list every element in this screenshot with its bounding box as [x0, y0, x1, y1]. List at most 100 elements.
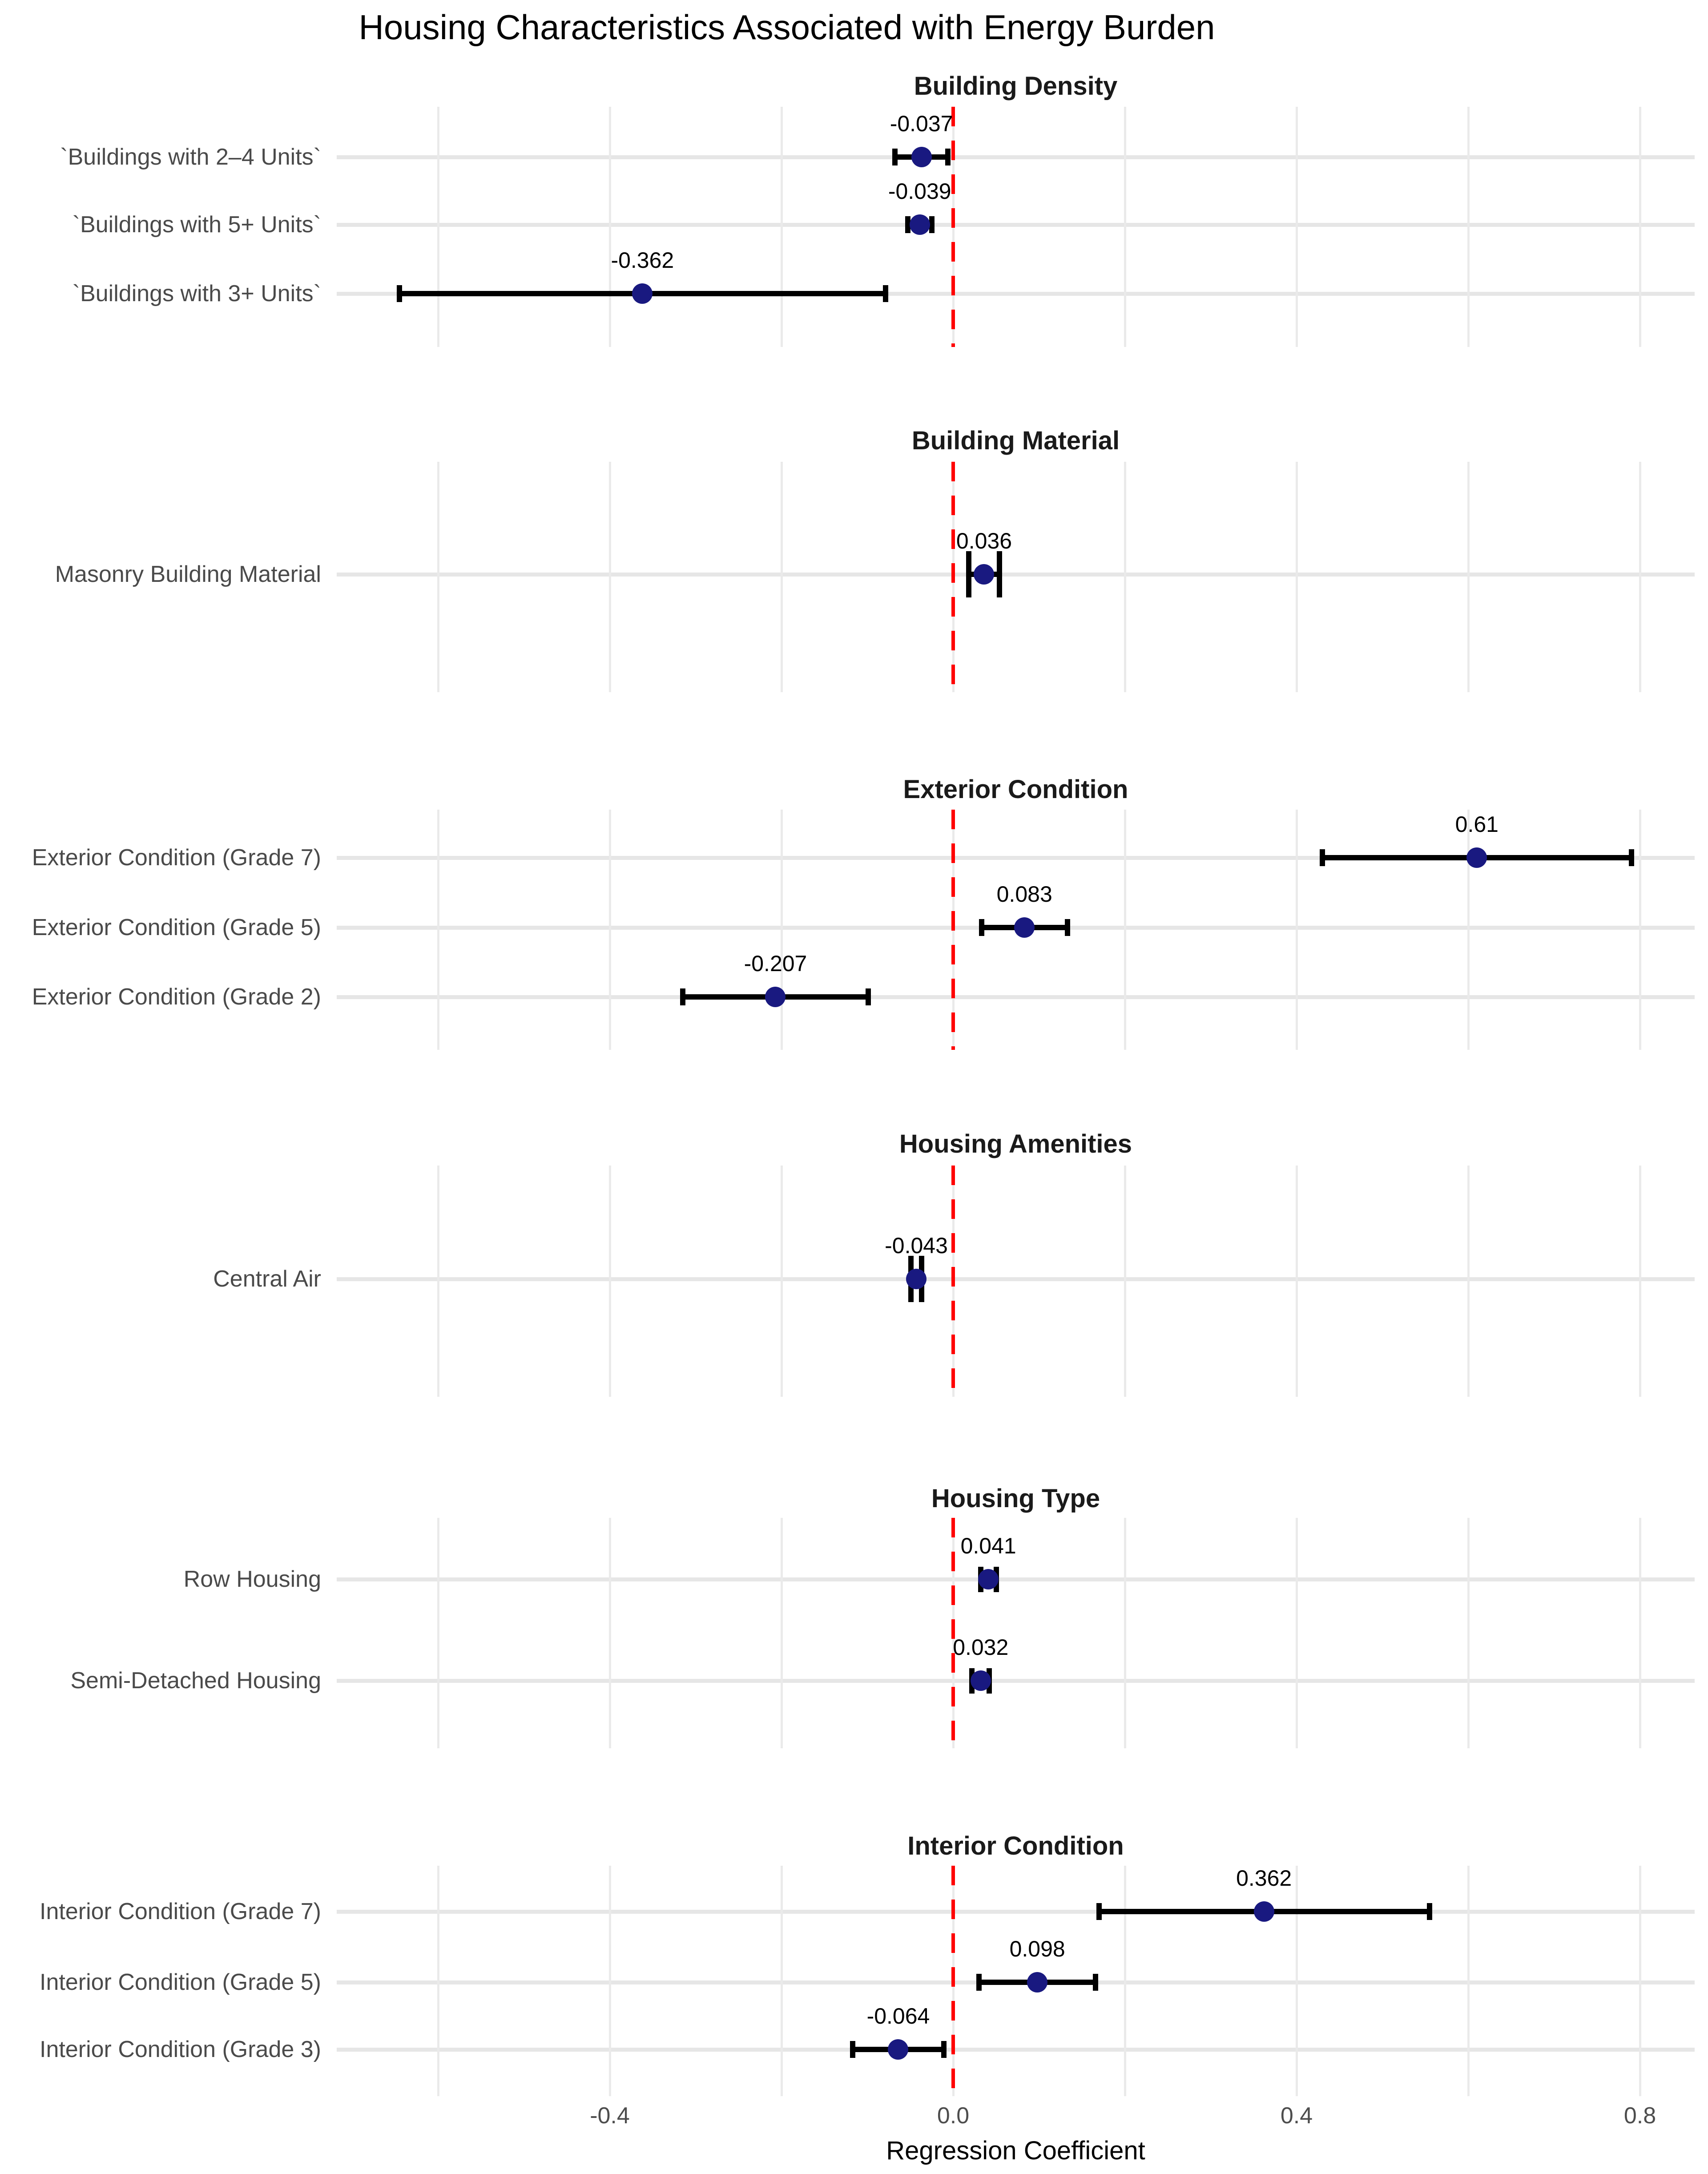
- facet-strip-title: Building Material: [911, 426, 1120, 455]
- x-tick-label: 0.0: [937, 2103, 970, 2129]
- x-tick-label: 0.8: [1623, 2103, 1656, 2129]
- x-gridline: [1124, 1518, 1126, 1748]
- x-gridline: [609, 1166, 611, 1397]
- row-gridline: [337, 1910, 1695, 1914]
- error-bar-cap-low: [680, 988, 686, 1005]
- facet-strip-title: Building Density: [914, 72, 1118, 101]
- row-label: Exterior Condition (Grade 5): [32, 915, 321, 940]
- row-label: `Buildings with 5+ Units`: [72, 212, 321, 238]
- x-gridline: [609, 810, 611, 1050]
- x-gridline: [781, 810, 783, 1050]
- x-gridline: [1124, 1166, 1126, 1397]
- zero-reference-line: [951, 810, 955, 1050]
- error-bar-cap-high: [941, 2041, 947, 2058]
- x-gridline: [781, 1166, 783, 1397]
- estimate-value-label: 0.041: [960, 1533, 1016, 1558]
- x-gridline: [1467, 107, 1470, 347]
- error-bar-cap-high: [929, 216, 935, 233]
- error-bar-cap-high: [865, 988, 871, 1005]
- estimate-value-label: 0.036: [956, 528, 1012, 553]
- x-axis-title: Regression Coefficient: [886, 2136, 1145, 2165]
- row-gridline: [337, 223, 1695, 227]
- facet-strip-title: Housing Type: [931, 1484, 1100, 1513]
- facet-panel: [337, 1518, 1695, 1748]
- estimate-point: [765, 987, 786, 1007]
- x-gridline: [1467, 1866, 1470, 2096]
- zero-reference-line: [951, 1866, 955, 2096]
- facet-panel: [337, 810, 1695, 1050]
- x-gridline: [1296, 107, 1298, 347]
- x-gridline: [1639, 1166, 1641, 1397]
- row-gridline: [337, 155, 1695, 159]
- row-gridline: [337, 292, 1695, 296]
- x-gridline: [1467, 810, 1470, 1050]
- estimate-value-label: 0.098: [1009, 1936, 1065, 1961]
- x-gridline: [781, 462, 783, 692]
- x-gridline: [1296, 462, 1298, 692]
- x-gridline: [437, 462, 439, 692]
- estimate-value-label: -0.362: [611, 248, 674, 273]
- x-gridline: [609, 107, 611, 347]
- error-bar-cap-low: [892, 149, 898, 165]
- estimate-value-label: -0.064: [866, 2004, 930, 2029]
- estimate-point: [1253, 1901, 1274, 1922]
- error-bar-cap-high: [997, 551, 1003, 597]
- row-gridline: [337, 2048, 1695, 2052]
- estimate-point: [906, 1269, 927, 1289]
- x-gridline: [437, 1518, 439, 1748]
- row-label: Central Air: [213, 1266, 321, 1292]
- row-label: Semi-Detached Housing: [70, 1668, 321, 1694]
- estimate-point: [978, 1569, 999, 1589]
- x-gridline: [1124, 1866, 1126, 2096]
- zero-reference-line: [951, 1518, 955, 1748]
- x-gridline: [1467, 462, 1470, 692]
- x-gridline: [1639, 107, 1641, 347]
- error-bar-cap-low: [905, 216, 910, 233]
- x-gridline: [1296, 1166, 1298, 1397]
- zero-reference-line: [951, 462, 955, 692]
- estimate-point: [632, 283, 653, 304]
- x-gridline: [437, 1866, 439, 2096]
- row-gridline: [337, 1577, 1695, 1581]
- facet-panel: [337, 107, 1695, 347]
- estimate-point: [1027, 1972, 1048, 1992]
- estimate-point: [974, 564, 995, 585]
- x-gridline: [781, 107, 783, 347]
- error-bar-cap-high: [1427, 1903, 1433, 1920]
- row-label: Exterior Condition (Grade 7): [32, 845, 321, 871]
- estimate-point: [911, 147, 932, 167]
- x-gridline: [1124, 107, 1126, 347]
- estimate-value-label: 0.032: [953, 1635, 1009, 1660]
- estimate-value-label: -0.039: [888, 179, 951, 204]
- row-gridline: [337, 856, 1695, 860]
- error-bar-cap-low: [966, 551, 971, 597]
- error-bar-cap-low: [850, 2041, 856, 2058]
- zero-reference-line: [951, 1166, 955, 1397]
- row-gridline: [337, 1277, 1695, 1281]
- estimate-value-label: -0.037: [890, 111, 953, 136]
- x-gridline: [1639, 810, 1641, 1050]
- row-gridline: [337, 995, 1695, 999]
- row-label: Interior Condition (Grade 7): [40, 1899, 321, 1924]
- row-gridline: [337, 573, 1695, 577]
- error-bar-cap-high: [945, 149, 951, 165]
- error-bar-cap-high: [1628, 849, 1634, 866]
- estimate-point: [1014, 917, 1035, 938]
- error-bar-cap-low: [1096, 1903, 1102, 1920]
- estimate-value-label: -0.207: [744, 951, 807, 976]
- estimate-point: [1466, 847, 1487, 868]
- x-gridline: [609, 1866, 611, 2096]
- estimate-point: [909, 214, 930, 235]
- row-label: `Buildings with 2–4 Units`: [60, 144, 321, 170]
- error-bar-cap-low: [976, 1974, 982, 1991]
- error-bar-cap-low: [397, 285, 403, 302]
- row-label: `Buildings with 3+ Units`: [72, 281, 321, 307]
- error-bar-cap-high: [882, 285, 888, 302]
- x-gridline: [781, 1518, 783, 1748]
- chart-title: Housing Characteristics Associated with …: [359, 8, 1215, 47]
- estimate-value-label: 0.61: [1455, 812, 1499, 837]
- estimate-value-label: 0.362: [1236, 1866, 1292, 1891]
- x-gridline: [437, 810, 439, 1050]
- row-label: Interior Condition (Grade 3): [40, 2037, 321, 2062]
